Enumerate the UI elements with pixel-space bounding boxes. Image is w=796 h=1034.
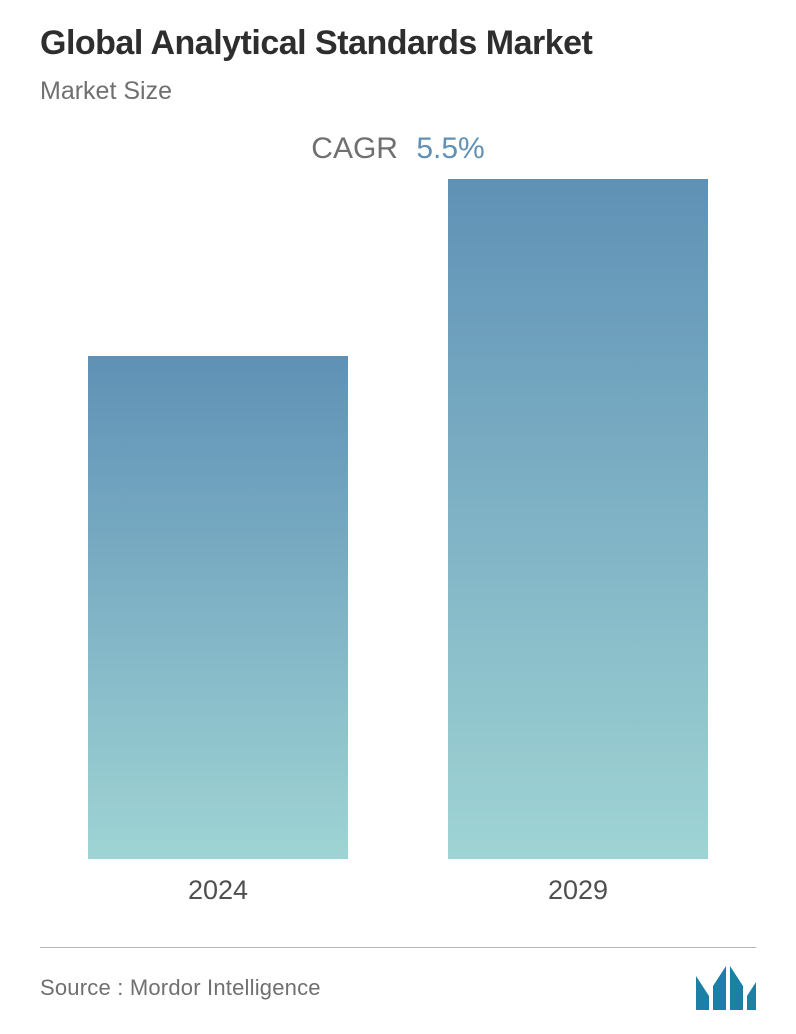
subtitle: Market Size: [40, 77, 756, 106]
bar: [448, 179, 708, 859]
bar-label: 2024: [188, 875, 248, 906]
bar-group: 2029: [448, 179, 708, 906]
mordor-logo-icon: [696, 966, 756, 1010]
source-text: Source : Mordor Intelligence: [40, 975, 321, 1001]
footer: Source : Mordor Intelligence: [40, 947, 756, 1010]
cagr-row: CAGR 5.5%: [40, 132, 756, 166]
bar-chart: 2024 2029: [40, 226, 756, 906]
page-title: Global Analytical Standards Market: [40, 24, 756, 63]
bar: [88, 356, 348, 859]
bar-label: 2029: [548, 875, 608, 906]
bar-group: 2024: [88, 356, 348, 906]
cagr-value: 5.5%: [416, 132, 484, 165]
cagr-label: CAGR: [311, 132, 398, 165]
